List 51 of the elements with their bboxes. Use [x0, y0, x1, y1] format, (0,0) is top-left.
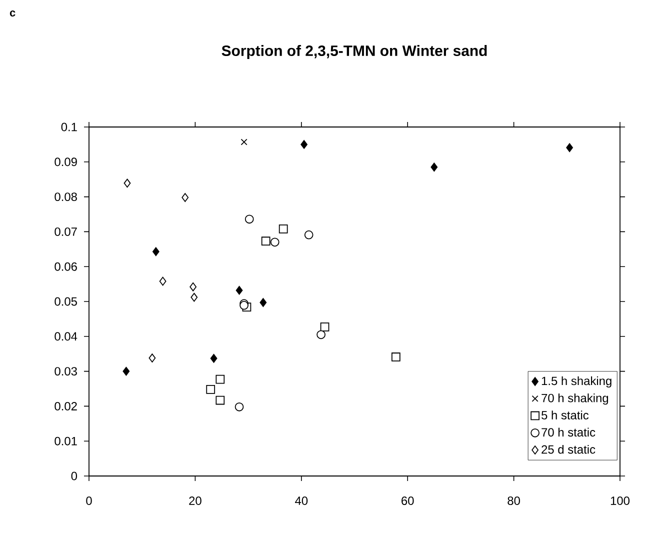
- point: [260, 298, 267, 307]
- point: [430, 162, 438, 172]
- point: [236, 286, 243, 295]
- point: [566, 143, 573, 152]
- y-tick-label: 0: [71, 472, 78, 480]
- point: [320, 322, 330, 332]
- point: [206, 385, 216, 394]
- point: [190, 282, 197, 292]
- y-tick-label: 0.05: [54, 297, 77, 306]
- legend-label: 70 h static: [542, 428, 596, 437]
- point: [216, 374, 225, 384]
- y-tick-label: 0.01: [54, 436, 77, 446]
- x-tick-label: 60: [402, 496, 414, 505]
- point: [182, 193, 189, 202]
- y-tick-label: 0.1: [61, 122, 77, 132]
- y-tick-label: 0.08: [54, 192, 77, 202]
- legend-label: 1.5 h shaking: [542, 376, 612, 388]
- point: [122, 366, 130, 376]
- point: [244, 214, 254, 224]
- y-tick-label: 0.02: [54, 402, 77, 410]
- text: c: [10, 10, 16, 17]
- point: [261, 236, 270, 246]
- x-tick-label: 40: [295, 496, 308, 505]
- legend-label: 70 h shaking: [542, 394, 608, 405]
- point: [210, 354, 218, 363]
- point: [234, 402, 244, 412]
- legend-label: 5 h static: [542, 410, 589, 420]
- point: [300, 140, 308, 149]
- point: [124, 178, 131, 188]
- point: [304, 230, 314, 240]
- point: [152, 247, 160, 256]
- x-tick-label: 100: [610, 496, 630, 505]
- y-tick-label: 0.07: [54, 227, 77, 236]
- point: [240, 138, 248, 146]
- point: [216, 396, 225, 405]
- x-tick-label: 0: [86, 496, 92, 505]
- point: [278, 224, 288, 234]
- y-tick-label: 0.09: [54, 158, 77, 166]
- point: [316, 330, 326, 340]
- y-tick-label: 0.03: [54, 367, 77, 376]
- x-tick-label: 80: [508, 496, 520, 505]
- legend-label: 25 d static: [542, 444, 596, 454]
- x-tick-label: 20: [189, 496, 202, 505]
- chart-title: Sorption of 2,3,5-TMN on Winter sand: [222, 45, 487, 59]
- point: [270, 238, 280, 247]
- point: [190, 292, 198, 302]
- y-tick-label: 0.06: [54, 262, 77, 271]
- point: [159, 276, 166, 286]
- y-tick-label: 0.04: [54, 332, 78, 341]
- point: [148, 354, 156, 362]
- point: [391, 352, 400, 362]
